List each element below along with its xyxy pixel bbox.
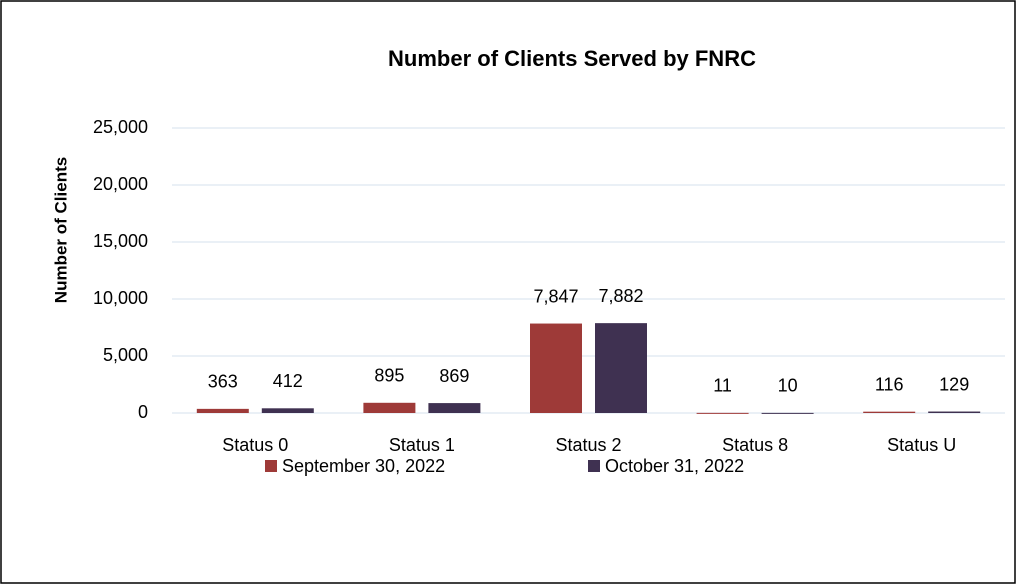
y-tick-label: 15,000 — [93, 231, 148, 251]
value-label: 895 — [374, 366, 404, 386]
legend-label: September 30, 2022 — [282, 456, 445, 476]
bar — [196, 408, 249, 413]
chart-title: Number of Clients Served by FNRC — [388, 46, 756, 71]
x-tick-label: Status 1 — [389, 435, 455, 455]
x-tick-label: Status 8 — [722, 435, 788, 455]
bar — [363, 402, 416, 413]
y-tick-label: 10,000 — [93, 288, 148, 308]
bar — [696, 412, 749, 414]
bar — [261, 408, 314, 413]
x-tick-label: Status 0 — [222, 435, 288, 455]
y-tick-label: 20,000 — [93, 174, 148, 194]
value-label: 363 — [208, 372, 238, 392]
value-label: 869 — [439, 366, 469, 386]
value-label: 116 — [875, 374, 904, 394]
y-tick-label: 25,000 — [93, 117, 148, 137]
bar — [863, 411, 916, 413]
y-axis-label: Number of Clients — [51, 157, 70, 303]
value-label: 129 — [939, 374, 969, 394]
value-label: 7,882 — [598, 286, 643, 306]
x-tick-label: Status 2 — [555, 435, 621, 455]
value-label: 7,847 — [533, 286, 578, 306]
bar — [530, 323, 582, 413]
value-label: 412 — [273, 371, 303, 391]
bar — [928, 411, 981, 413]
bar — [761, 412, 814, 414]
value-label: 11 — [713, 376, 732, 396]
x-tick-label: Status U — [887, 435, 956, 455]
y-tick-label: 5,000 — [103, 345, 148, 365]
legend-swatch — [588, 460, 600, 472]
legend-swatch — [265, 460, 277, 472]
y-tick-label: 0 — [138, 402, 148, 422]
bar — [595, 323, 647, 413]
value-label: 10 — [778, 376, 798, 396]
legend-label: October 31, 2022 — [605, 456, 744, 476]
bar — [428, 403, 481, 413]
